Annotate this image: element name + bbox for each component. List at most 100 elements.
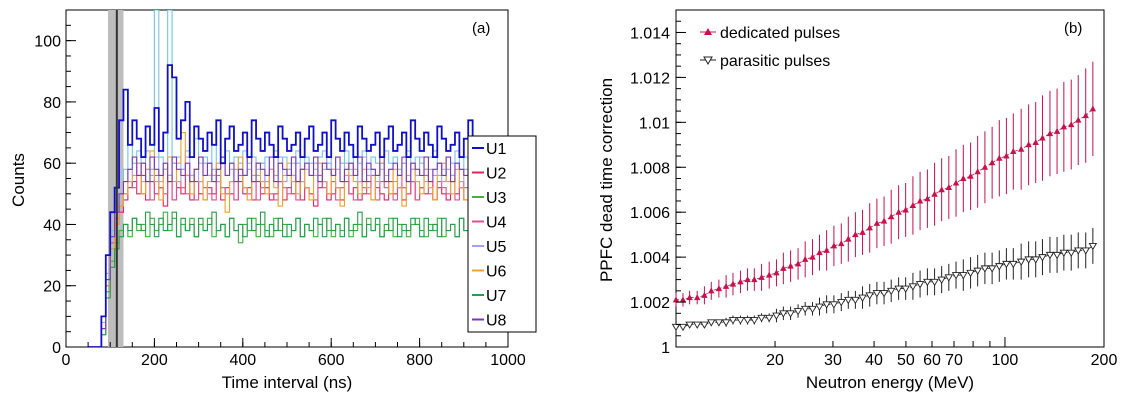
data-point: [685, 321, 694, 329]
x-tick-label: 100: [992, 352, 1019, 369]
data-point: [1010, 148, 1017, 155]
data-point: [722, 282, 730, 289]
legend-label: U1: [486, 141, 507, 158]
data-point: [758, 273, 765, 280]
data-point: [801, 255, 809, 262]
data-point: [816, 249, 823, 256]
data-point: [924, 195, 931, 202]
x-tick-label: 60: [923, 352, 941, 369]
data-point: [728, 317, 738, 325]
series-1: [671, 227, 1098, 332]
data-point: [909, 201, 917, 208]
data-point: [851, 296, 860, 305]
panel-a-histogram: 0 200 400 600 800 1000 0 20 40 60 80 100 (a) Time i…: [9, 9, 537, 392]
data-point: [945, 183, 953, 190]
data-point: [686, 294, 693, 301]
panel-b-axes: 20 30 40 50 60 70 100 200 1 1.002 1.004 1.006 1.008 1…: [630, 9, 1117, 369]
data-point: [937, 276, 946, 284]
histogram-u3-2: [88, 211, 478, 347]
data-point: [773, 269, 780, 276]
data-point: [886, 287, 896, 296]
y-tick-label: 80: [43, 95, 61, 112]
data-point: [959, 272, 968, 280]
legend-marker: [704, 28, 712, 35]
data-point: [865, 292, 874, 300]
data-point: [866, 224, 873, 231]
data-point: [764, 314, 774, 323]
x-tick-label: 50: [897, 352, 915, 369]
data-point: [793, 308, 803, 316]
y-tick-label: 20: [43, 279, 61, 296]
data-point: [715, 285, 723, 292]
data-point: [916, 197, 924, 204]
legend-label: U7: [486, 288, 507, 305]
data-point: [895, 208, 902, 215]
data-point: [1017, 145, 1025, 152]
data-point: [894, 285, 903, 293]
data-point: [1081, 247, 1091, 255]
panel-b-x-axis-label: Neutron energy (MeV): [806, 373, 974, 392]
data-point: [872, 290, 882, 298]
data-point: [880, 217, 888, 224]
data-point: [779, 310, 788, 318]
histogram-u8-7: [88, 156, 478, 347]
data-point: [701, 291, 708, 298]
histogram-u5-4: [88, 156, 478, 347]
data-point: [708, 287, 715, 294]
y-tick-label: 1.012: [630, 70, 670, 87]
data-point: [981, 163, 989, 170]
data-point: [960, 175, 967, 181]
data-point: [1060, 123, 1068, 130]
data-point: [1024, 256, 1033, 264]
data-point: [671, 323, 681, 332]
data-point: [1059, 249, 1069, 258]
x-tick-label: 20: [766, 352, 784, 369]
data-point: [830, 242, 838, 249]
panel-a-label: (a): [472, 20, 490, 37]
data-point: [800, 305, 810, 314]
data-point: [672, 296, 680, 303]
x-tick-label: 600: [318, 352, 345, 369]
x-tick-label: 400: [229, 352, 256, 369]
data-point: [721, 319, 731, 327]
y-tick-label: 60: [43, 156, 61, 173]
data-point: [1068, 121, 1075, 128]
legend-label: U4: [486, 215, 507, 232]
data-point: [765, 271, 773, 278]
data-point: [852, 231, 859, 238]
data-point: [1046, 130, 1054, 137]
data-point: [1025, 141, 1032, 148]
data-point: [822, 301, 831, 309]
data-point: [995, 263, 1004, 271]
data-point: [1052, 251, 1062, 260]
y-tick-label: 100: [34, 34, 61, 51]
legend-label: U5: [486, 239, 507, 256]
y-tick-label: 40: [43, 217, 61, 234]
x-tick-label: 30: [824, 352, 842, 369]
data-point: [873, 219, 881, 226]
data-point: [837, 299, 846, 307]
panel-a-plot-area: [88, 10, 478, 347]
data-point: [988, 159, 996, 166]
data-point: [996, 154, 1003, 161]
panel-b-scatter: 20 30 40 50 60 70 100 200 1 1.002 1.004 1.006 1.008 1…: [597, 9, 1117, 392]
panel-a-y-axis-label: Counts: [9, 153, 28, 207]
y-tick-label: 1.008: [630, 160, 670, 177]
histogram-u4-3: [88, 174, 478, 347]
data-point: [794, 260, 802, 267]
panel-a-legend-box: [467, 135, 537, 333]
data-point: [679, 296, 687, 303]
x-tick-label: 1000: [490, 352, 526, 369]
data-point: [845, 235, 852, 242]
data-point: [1082, 112, 1089, 119]
data-point: [772, 312, 781, 320]
data-point: [931, 190, 938, 197]
data-point: [714, 319, 724, 327]
histogram-u1-8: [88, 64, 478, 347]
y-tick-label: 1.01: [639, 115, 670, 132]
data-point: [1088, 242, 1098, 251]
legend-label: U3: [486, 190, 507, 207]
data-point: [858, 294, 867, 302]
data-point: [787, 262, 794, 269]
